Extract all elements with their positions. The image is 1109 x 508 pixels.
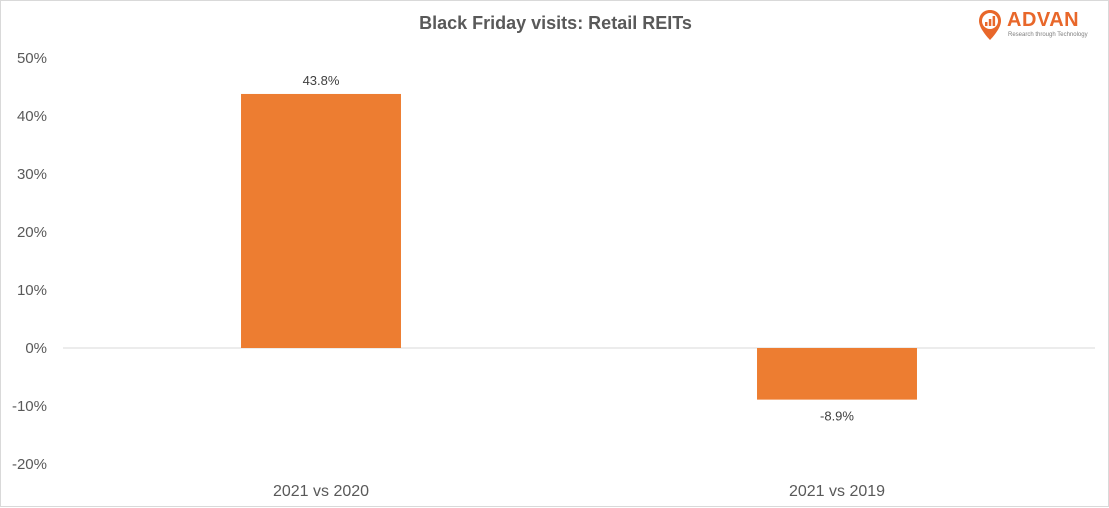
y-tick-label: 10%	[17, 282, 47, 299]
data-label: 43.8%	[303, 73, 340, 88]
y-tick-label: 50%	[17, 50, 47, 67]
chart-title: Black Friday visits: Retail REITs	[419, 13, 692, 33]
y-tick-label: -20%	[12, 456, 47, 473]
logo-wordmark: ADVAN	[1007, 9, 1080, 31]
bar	[757, 348, 917, 400]
x-category-label: 2021 vs 2019	[789, 483, 885, 500]
y-tick-label: 0%	[25, 340, 47, 357]
y-tick-label: 40%	[17, 108, 47, 125]
data-label: -8.9%	[820, 409, 854, 424]
logo-tagline: Research through Technology	[1008, 32, 1088, 38]
y-tick-label: 30%	[17, 166, 47, 183]
x-category-label: 2021 vs 2020	[273, 483, 369, 500]
location-pin-chart-icon	[979, 10, 1001, 40]
y-tick-label: 20%	[17, 224, 47, 241]
bar	[241, 93, 401, 349]
advan-logo: ADVAN Research through Technology	[977, 9, 1107, 43]
y-tick-label: -10%	[12, 398, 47, 415]
